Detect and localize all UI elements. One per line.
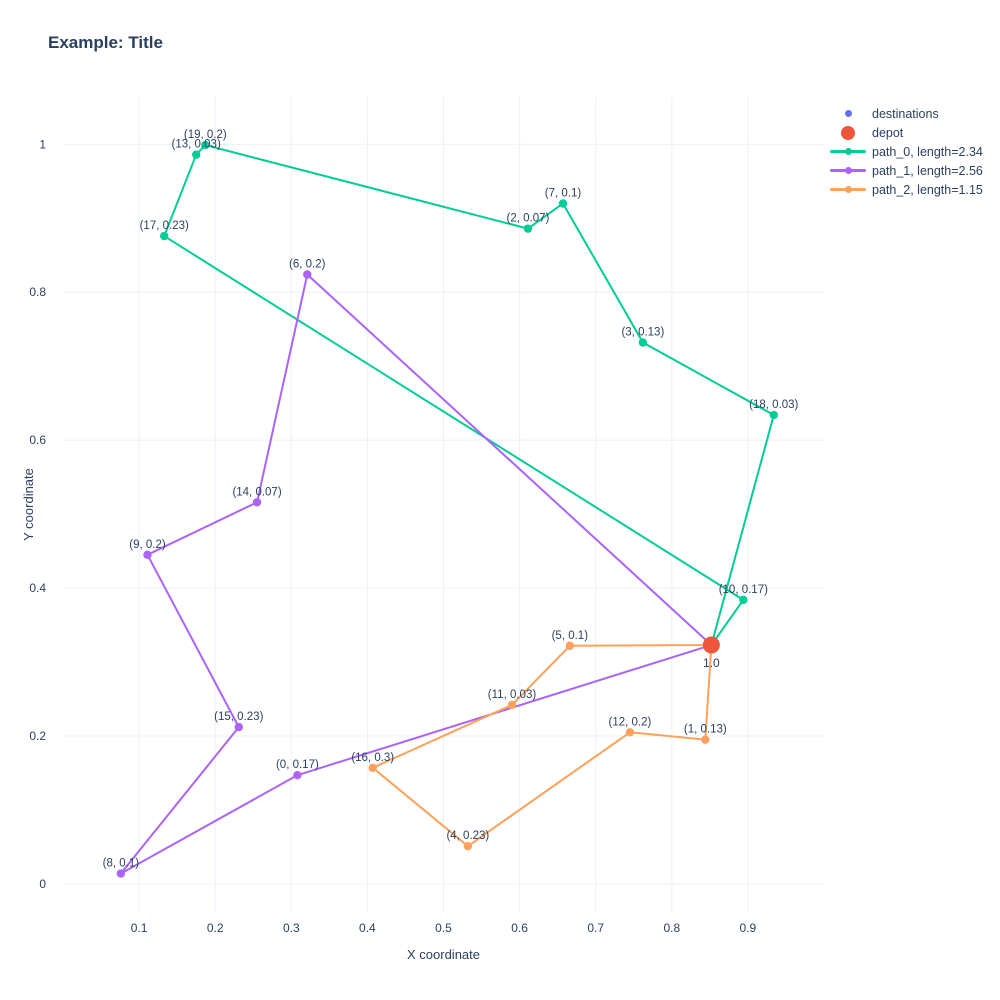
- path-0-line[interactable]: [163, 144, 775, 647]
- depot-marker[interactable]: [702, 636, 720, 654]
- destination-label-3: (3, 0.13): [621, 327, 664, 339]
- x-tick-label: 0.9: [740, 921, 757, 935]
- legend-label: depot: [872, 125, 904, 140]
- depot-label: 1.0: [703, 656, 720, 670]
- destination-label-14: (14, 0.07): [232, 486, 281, 498]
- legend-line-marker-icon: [830, 145, 866, 159]
- legend-label: path_0, length=2.34: [872, 144, 983, 159]
- legend-item-path_2[interactable]: path_2, length=1.15: [830, 180, 983, 199]
- legend-item-path_0[interactable]: path_0, length=2.34: [830, 142, 983, 161]
- y-tick-label: 1: [39, 137, 46, 151]
- legend-label: destinations: [872, 106, 939, 121]
- destination-marker-6[interactable]: [303, 270, 312, 279]
- destination-label-5: (5, 0.1): [552, 630, 589, 642]
- destination-marker-1[interactable]: [701, 735, 710, 744]
- destination-label-2: (2, 0.07): [507, 213, 550, 225]
- destination-label-19: (19, 0.2): [184, 129, 227, 141]
- destination-label-15: (15, 0.23): [214, 711, 263, 723]
- destination-marker-11[interactable]: [507, 700, 517, 710]
- legend-item-path_1[interactable]: path_1, length=2.56: [830, 161, 983, 180]
- destination-label-10: (10, 0.17): [719, 584, 768, 596]
- destination-label-8: (8, 0.1): [103, 858, 140, 870]
- destination-label-17: (17, 0.23): [140, 220, 189, 232]
- destination-marker-17[interactable]: [160, 231, 169, 241]
- destination-label-9: (9, 0.2): [129, 539, 166, 551]
- destination-marker-12[interactable]: [625, 728, 635, 737]
- destination-marker-7[interactable]: [558, 199, 568, 208]
- destination-label-1: (1, 0.13): [684, 724, 727, 736]
- destination-label-12: (12, 0.2): [609, 716, 652, 728]
- legend-dot-icon: [830, 125, 866, 140]
- destination-label-0: (0, 0.17): [276, 759, 319, 771]
- destination-marker-16[interactable]: [368, 763, 377, 772]
- destination-label-18: (18, 0.03): [749, 399, 798, 411]
- x-tick-label: 0.7: [587, 921, 604, 935]
- legend-dot-icon: [830, 107, 866, 121]
- x-tick-label: 0.2: [207, 921, 224, 935]
- legend-label: path_1, length=2.56: [872, 163, 983, 178]
- y-tick-label: 0.8: [29, 285, 46, 299]
- legend: destinations depot path_0, length=2.34 path…: [830, 104, 983, 199]
- destination-label-6: (6, 0.2): [289, 258, 326, 270]
- path-2-line[interactable]: [371, 644, 713, 848]
- destination-label-16: (16, 0.3): [351, 752, 394, 764]
- x-tick-label: 0.5: [435, 921, 452, 935]
- x-tick-label: 0.8: [663, 921, 680, 935]
- destination-label-11: (11, 0.03): [488, 689, 537, 701]
- destination-marker-9[interactable]: [143, 550, 152, 559]
- destination-label-13: (13, 0.03): [172, 139, 221, 151]
- destination-marker-8[interactable]: [116, 869, 126, 878]
- legend-label: path_2, length=1.15: [872, 182, 983, 197]
- destination-marker-14[interactable]: [252, 498, 262, 507]
- legend-line-marker-icon: [830, 183, 866, 197]
- x-tick-label: 0.4: [359, 921, 376, 935]
- y-tick-label: 0: [39, 877, 46, 891]
- destination-marker-19[interactable]: [201, 140, 210, 150]
- y-axis-title: Y coordinate: [21, 468, 36, 541]
- destination-marker-3[interactable]: [638, 338, 648, 347]
- destination-marker-4[interactable]: [463, 841, 473, 851]
- destination-marker-13[interactable]: [191, 150, 201, 159]
- y-tick-label: 0.6: [29, 433, 46, 447]
- destination-marker-2[interactable]: [523, 224, 533, 233]
- x-tick-label: 0.6: [511, 921, 528, 935]
- y-tick-label: 0.2: [29, 729, 46, 743]
- x-tick-label: 0.1: [131, 921, 148, 935]
- y-tick-label: 0.4: [29, 581, 46, 595]
- destination-label-7: (7, 0.1): [545, 187, 582, 199]
- destination-marker-10[interactable]: [739, 595, 748, 605]
- destination-label-4: (4, 0.23): [446, 830, 489, 842]
- legend-line-marker-icon: [830, 164, 866, 178]
- destination-marker-0[interactable]: [293, 770, 302, 780]
- x-axis-title: X coordinate: [407, 947, 480, 962]
- legend-item-depot[interactable]: depot: [830, 123, 983, 142]
- chart-title: Example: Title: [48, 33, 163, 52]
- legend-item-destinations[interactable]: destinations: [830, 104, 983, 123]
- destination-marker-18[interactable]: [769, 410, 778, 420]
- x-tick-label: 0.3: [283, 921, 300, 935]
- destination-marker-15[interactable]: [234, 722, 243, 732]
- destination-marker-5[interactable]: [565, 641, 575, 650]
- path-1-line[interactable]: [119, 273, 713, 875]
